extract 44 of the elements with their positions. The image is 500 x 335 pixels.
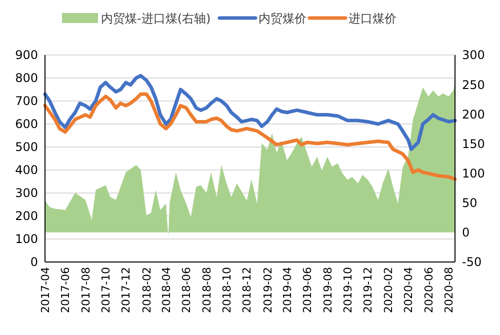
x-tick-label: 2020-02 <box>382 267 396 313</box>
x-tick-label: 2017-08 <box>79 267 92 313</box>
x-tick-label: 2017-06 <box>59 267 72 313</box>
y-tick-label: 900 <box>15 48 38 62</box>
x-tick-label: 2020-08 <box>442 267 456 313</box>
x-tick-label: 2018-02 <box>140 267 154 313</box>
x-tick-label: 2017-12 <box>120 267 133 313</box>
y2-tick-label: 150 <box>462 136 485 151</box>
y-tick-label: 500 <box>15 140 38 154</box>
x-tick-label: 2017-04 <box>38 267 52 313</box>
x-tick-label: 2019-04 <box>280 267 294 313</box>
x-tick-label: 2019-08 <box>321 267 334 313</box>
y-tick-label: 100 <box>15 232 38 246</box>
x-tick-label: 2019-10 <box>341 267 354 313</box>
x-tick-label: 2019-06 <box>301 267 314 313</box>
y-tick-label: 600 <box>15 117 38 132</box>
y-tick-label: 300 <box>15 186 38 200</box>
x-tick-label: 2020-04 <box>402 267 416 313</box>
x-tick-label: 2018-10 <box>220 267 234 313</box>
x-tick-label: 2018-04 <box>160 267 173 313</box>
line-series <box>43 74 457 152</box>
legend-label: 内贸煤-进口煤(右轴) <box>101 12 211 26</box>
y2-tick-label: 200 <box>462 107 485 122</box>
x-tick-label: 2018-08 <box>200 267 214 313</box>
y2-tick-label: 50 <box>462 196 478 210</box>
y2-tick-label: -50 <box>462 255 482 270</box>
y2-tick-label: 300 <box>462 48 485 62</box>
x-tick-label: 2019-02 <box>261 267 274 313</box>
x-tick-label: 2017-10 <box>100 267 113 313</box>
y-tick-label: 400 <box>15 163 38 178</box>
x-tick-label: 2019-12 <box>362 267 375 313</box>
line-series <box>43 92 457 181</box>
legend-label: 进口煤价 <box>348 12 396 26</box>
y2-tick-label: 100 <box>462 166 485 180</box>
y-tick-label: 700 <box>15 94 38 108</box>
legend-label: 内贸煤价 <box>258 12 306 26</box>
y2-tick-label: 250 <box>462 78 485 92</box>
y-tick-label: 200 <box>15 209 38 224</box>
x-tick-label: 2020-06 <box>422 267 436 313</box>
x-tick-label: 2018-12 <box>240 267 254 313</box>
y2-tick-label: 0 <box>462 226 470 240</box>
y-tick-label: 800 <box>15 71 38 86</box>
x-tick-label: 2018-06 <box>180 267 194 313</box>
y-tick-label: 0 <box>30 255 38 270</box>
